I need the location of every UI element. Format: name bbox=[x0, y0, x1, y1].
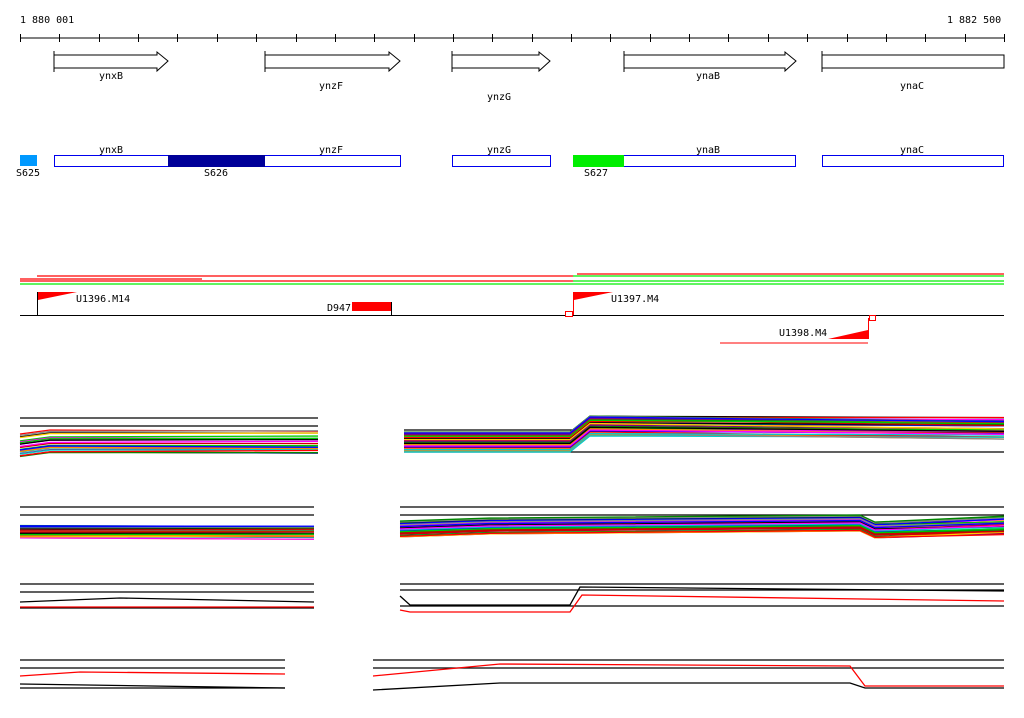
feature-u1398[interactable]: U1398.M4 bbox=[720, 316, 876, 344]
profile-line bbox=[20, 452, 318, 456]
cds-ynaC[interactable] bbox=[823, 156, 1004, 167]
feature-label: U1398.M4 bbox=[779, 328, 827, 339]
gene-label: ynzF bbox=[319, 81, 343, 92]
profile-line bbox=[20, 672, 285, 676]
gene-ynzG[interactable]: ynzG bbox=[452, 51, 550, 103]
feature-label: U1396.M14 bbox=[76, 294, 130, 305]
segment-label: S626 bbox=[204, 168, 228, 179]
cds-label: ynxB bbox=[99, 145, 123, 156]
gene-ynaB[interactable]: ynaB bbox=[624, 51, 796, 82]
feature-label: D947 bbox=[327, 303, 351, 314]
read-coverage-lines bbox=[20, 274, 1004, 284]
cds-ynzG[interactable] bbox=[453, 156, 551, 167]
gene-label: ynxB bbox=[99, 71, 123, 82]
ruler-end-label: 1 882 500 bbox=[947, 15, 1001, 26]
profile-line bbox=[400, 595, 1004, 612]
cds-label: ynaC bbox=[900, 145, 924, 156]
profile-line bbox=[20, 526, 314, 527]
segment-s627[interactable] bbox=[573, 155, 624, 167]
profile-line bbox=[20, 538, 314, 539]
feature-u1396[interactable]: U1396.M14 bbox=[38, 292, 131, 315]
expression-profile-tracks bbox=[20, 416, 1004, 690]
cds-label: ynaB bbox=[696, 145, 720, 156]
profile-line bbox=[20, 598, 314, 602]
gene-ynzF[interactable]: ynzF bbox=[265, 51, 400, 92]
segment-label: S627 bbox=[584, 168, 608, 179]
cds-label: ynzG bbox=[487, 145, 511, 156]
segment-label: S625 bbox=[16, 168, 40, 179]
gene-ynaC[interactable]: ynaC bbox=[822, 51, 1004, 92]
gene-label: ynzG bbox=[487, 92, 511, 103]
segment-s626[interactable] bbox=[168, 155, 265, 167]
gene-label: ynaC bbox=[900, 81, 924, 92]
feature-d947[interactable]: D947 bbox=[327, 302, 392, 315]
gene-label: ynaB bbox=[696, 71, 720, 82]
feature-label: U1397.M4 bbox=[611, 294, 659, 305]
segment-s625[interactable] bbox=[20, 155, 37, 166]
cds-label: ynzF bbox=[319, 145, 343, 156]
feature-u1397[interactable]: U1397.M4 bbox=[566, 292, 660, 317]
ruler-start-label: 1 880 001 bbox=[20, 15, 74, 26]
gene-ynxB[interactable]: ynxB bbox=[54, 51, 168, 82]
